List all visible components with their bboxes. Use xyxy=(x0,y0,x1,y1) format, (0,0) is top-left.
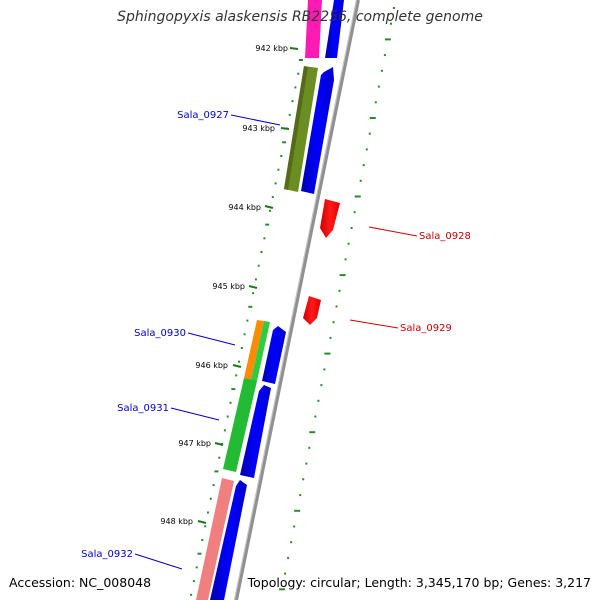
gc-content-ring-outer xyxy=(279,7,395,591)
feature-block-pink xyxy=(196,478,234,600)
gene-label-sala-0931[interactable]: Sala_0931 xyxy=(117,403,169,414)
genome-backbone-highlight xyxy=(234,0,357,600)
feature-block-green-a xyxy=(251,321,270,381)
feature-block-green-b xyxy=(223,378,257,472)
kbp-tick-marks xyxy=(197,47,299,524)
gc-content-ring-inner xyxy=(190,59,303,596)
gene-label-sala-0927[interactable]: Sala_0927 xyxy=(177,110,229,121)
genome-summary-text: Topology: circular; Length: 3,345,170 bp… xyxy=(247,575,591,590)
map-title: Sphingopyxis alaskensis RB2256, complete… xyxy=(117,9,483,25)
label-leader-lines xyxy=(134,114,418,570)
cds-forward-1 xyxy=(325,0,344,58)
tick-label-943kbp: 943 kbp xyxy=(242,124,275,133)
tick-label-944kbp: 944 kbp xyxy=(228,203,261,212)
cds-forward-sala-0931 xyxy=(240,385,271,478)
accession-text: Accession: NC_008048 xyxy=(9,575,152,590)
gene-label-sala-0929[interactable]: Sala_0929 xyxy=(400,323,452,334)
feature-block-orange xyxy=(244,320,264,380)
gene-label-sala-0928[interactable]: Sala_0928 xyxy=(419,231,471,242)
tick-label-945kbp: 945 kbp xyxy=(212,282,245,291)
feature-block-olive-shade xyxy=(284,66,308,190)
cds-forward-sala-0932 xyxy=(210,480,247,600)
genome-backbone xyxy=(234,0,360,600)
cds-reverse-sala-0928 xyxy=(320,199,340,238)
tick-label-942kbp: 942 kbp xyxy=(255,44,288,53)
tick-label-947kbp: 947 kbp xyxy=(178,439,211,448)
gene-label-sala-0930[interactable]: Sala_0930 xyxy=(134,328,186,339)
cds-forward-sala-0930 xyxy=(262,326,286,384)
feature-block-magenta xyxy=(305,0,322,58)
gene-label-sala-0932[interactable]: Sala_0932 xyxy=(81,549,133,560)
tick-label-946kbp: 946 kbp xyxy=(195,361,228,370)
tick-label-948kbp: 948 kbp xyxy=(160,517,193,526)
cds-reverse-sala-0929 xyxy=(303,296,321,325)
cds-forward-sala-0927 xyxy=(301,67,334,194)
